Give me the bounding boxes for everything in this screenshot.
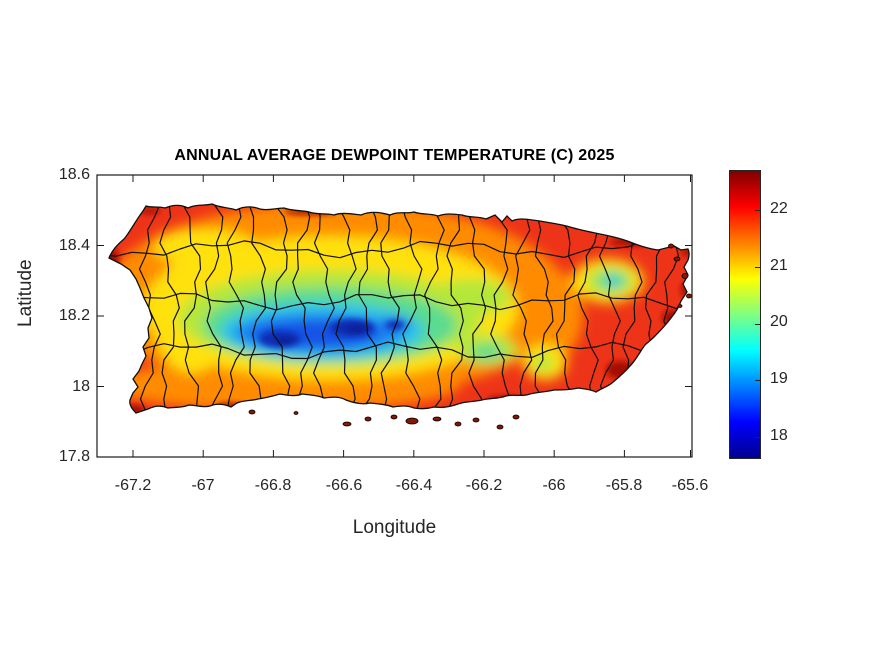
colorbar-tick [755,437,760,438]
colorbar-tick-label: 18 [770,427,788,444]
x-axis-label: Longitude [352,517,437,538]
colorbar-gradient [729,170,761,459]
island-fill [109,204,690,413]
x-tick-label: -67 [191,477,215,494]
colorbar-tick [755,267,760,268]
offshore-islets [248,243,692,430]
x-tick-label: -66.8 [254,477,292,494]
chart-title: ANNUAL AVERAGE DEWPOINT TEMPERATURE (C) … [174,147,615,164]
y-tick-label: 18.4 [58,237,90,254]
colorbar-tick [755,210,760,211]
x-tick-label: -65.8 [605,477,643,494]
colorbar-tick-label: 19 [770,370,788,387]
colorbar-tick-label: 21 [770,257,788,274]
colorbar-tick-label: 22 [770,200,788,217]
colorbar-tick-label: 20 [770,313,788,330]
y-tick-label: 18.6 [58,166,90,183]
y-tick-label: 18.2 [58,307,90,324]
x-tick-label: -66.6 [325,477,363,494]
x-tick-label: -67.2 [114,477,152,494]
municipality-boundaries [109,204,690,413]
coastline-outline [108,203,690,414]
colorbar-tick [755,380,760,381]
x-tick-label: -66.4 [395,477,433,494]
x-tick-label: -66 [542,477,566,494]
x-tick-label: -66.2 [465,477,503,494]
y-tick-label: 17.8 [58,448,90,465]
y-axis-label: Latitude [15,259,36,327]
y-tick-label: 18 [72,378,90,395]
plot-border [96,174,693,458]
colorbar-tick [755,324,760,325]
x-tick-label: -65.6 [671,477,709,494]
